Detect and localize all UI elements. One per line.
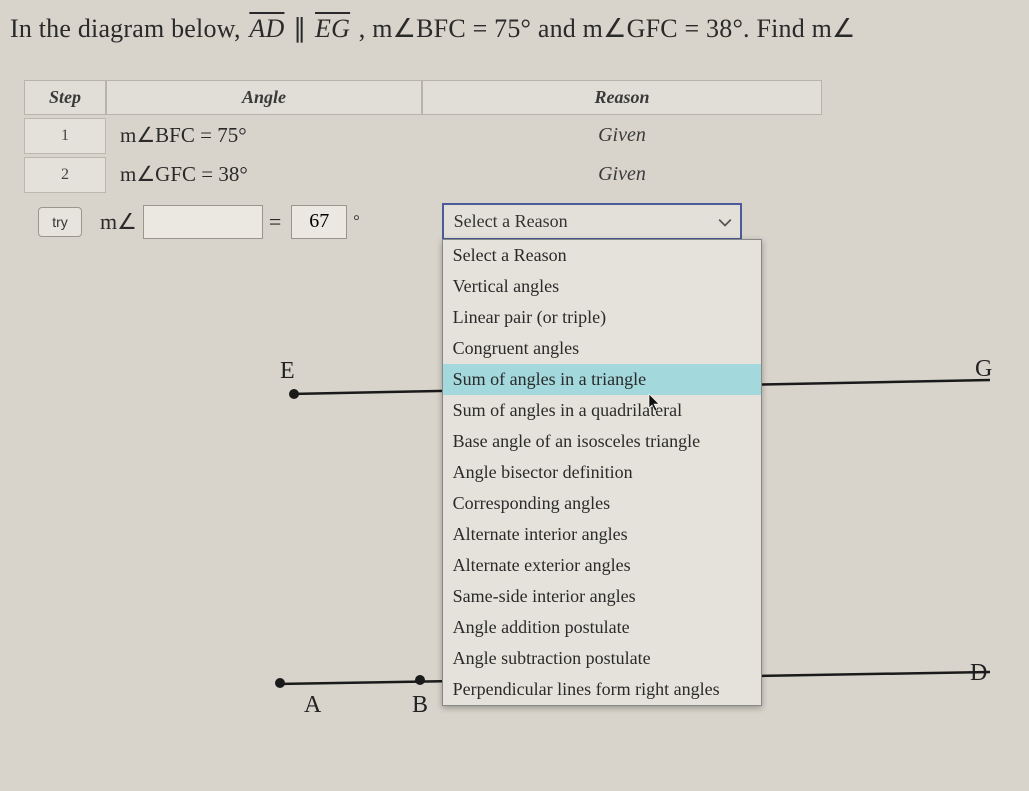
reason-select-text: Select a Reason xyxy=(454,211,568,231)
dropdown-option[interactable]: Angle bisector definition xyxy=(443,457,761,488)
dropdown-option[interactable]: Angle subtraction postulate xyxy=(443,643,761,674)
parallel-symbol: ∥ xyxy=(293,14,313,43)
step-number: 1 xyxy=(24,118,106,154)
dropdown-option[interactable]: Angle addition postulate xyxy=(443,612,761,643)
table-row: 1 m∠BFC = 75° Given xyxy=(24,117,1029,154)
dropdown-option[interactable]: Sum of angles in a triangle xyxy=(443,364,761,395)
try-row: try m∠ = ° Select a Reason Select a Reas… xyxy=(24,203,1029,240)
equals-sign: = xyxy=(269,209,281,235)
cursor-icon xyxy=(647,393,663,413)
dropdown-option[interactable]: Same-side interior angles xyxy=(443,581,761,612)
segment-ad: AD xyxy=(247,14,286,43)
degree-symbol: ° xyxy=(353,213,359,231)
dropdown-option[interactable]: Corresponding angles xyxy=(443,488,761,519)
point-b xyxy=(415,675,425,685)
reason-text: Given xyxy=(422,163,822,186)
angle-expression: m∠GFC = 38° xyxy=(106,156,422,193)
point-e xyxy=(289,389,299,399)
chevron-down-icon xyxy=(718,215,732,229)
angle-name-input[interactable] xyxy=(143,205,263,239)
problem-prefix: In the diagram below, xyxy=(10,14,247,43)
dropdown-option[interactable]: Vertical angles xyxy=(443,271,761,302)
dropdown-option[interactable]: Base angle of an isosceles triangle xyxy=(443,426,761,457)
dropdown-option[interactable]: Alternate interior angles xyxy=(443,519,761,550)
dropdown-option[interactable]: Alternate exterior angles xyxy=(443,550,761,581)
header-reason: Reason xyxy=(422,80,822,115)
try-button[interactable]: try xyxy=(38,207,82,237)
reason-dropdown[interactable]: Select a ReasonVertical anglesLinear pai… xyxy=(442,239,762,706)
dropdown-option[interactable]: Linear pair (or triple) xyxy=(443,302,761,333)
problem-statement: In the diagram below, AD ∥ EG , m∠BFC = … xyxy=(0,0,1029,52)
header-step: Step xyxy=(24,80,106,115)
m-angle-label: m∠ xyxy=(100,209,137,235)
point-a xyxy=(275,678,285,688)
step-number: 2 xyxy=(24,157,106,193)
problem-remainder: , m∠BFC = 75° and m∠GFC = 38°. Find m∠ xyxy=(359,14,856,43)
dropdown-option[interactable]: Sum of angles in a quadrilateral xyxy=(443,395,761,426)
segment-eg: EG xyxy=(313,14,352,43)
dropdown-option[interactable]: Select a Reason xyxy=(443,240,761,271)
reason-select[interactable]: Select a Reason Select a ReasonVertical … xyxy=(442,203,742,240)
header-angle: Angle xyxy=(106,80,422,115)
reason-select-display[interactable]: Select a Reason xyxy=(442,203,742,240)
table-row: 2 m∠GFC = 38° Given xyxy=(24,156,1029,193)
angle-expression: m∠BFC = 75° xyxy=(106,117,422,154)
reason-text: Given xyxy=(422,124,822,147)
dropdown-option[interactable]: Perpendicular lines form right angles xyxy=(443,674,761,705)
proof-table: Step Angle Reason 1 m∠BFC = 75° Given 2 … xyxy=(24,80,1029,240)
angle-value-input[interactable] xyxy=(291,205,347,239)
dropdown-option[interactable]: Congruent angles xyxy=(443,333,761,364)
